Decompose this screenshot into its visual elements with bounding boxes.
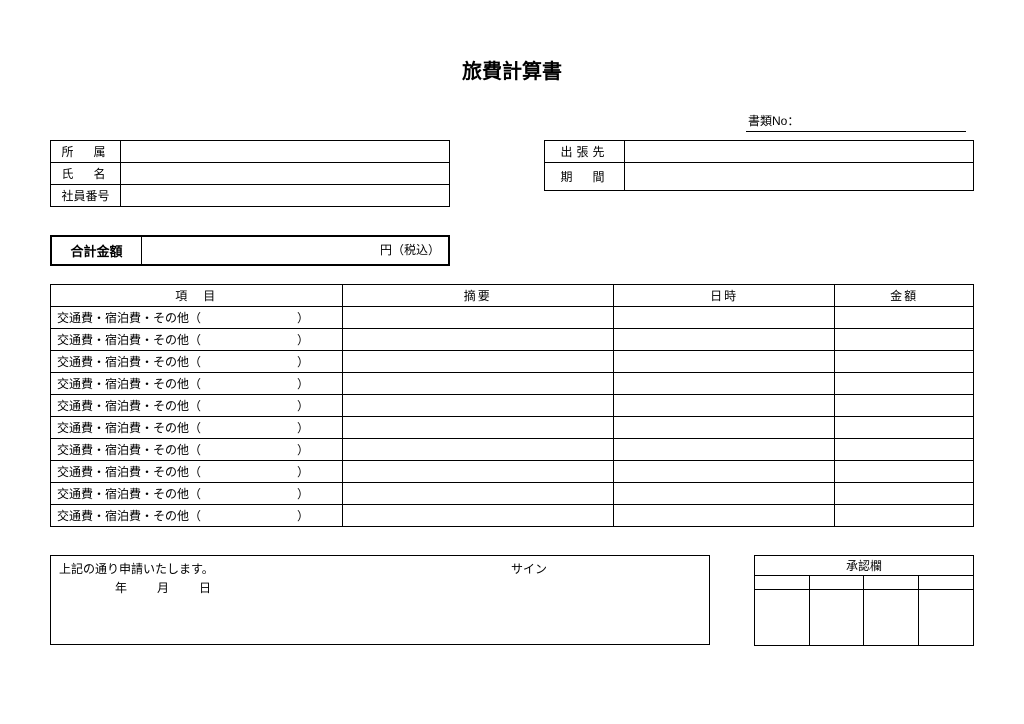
cell-item[interactable]: 交通費・宿泊費・その他（ ） bbox=[51, 417, 343, 439]
cell-desc[interactable] bbox=[342, 373, 613, 395]
cell-amount[interactable] bbox=[835, 461, 974, 483]
cell-date[interactable] bbox=[614, 351, 835, 373]
cell-desc[interactable] bbox=[342, 307, 613, 329]
cell-amount[interactable] bbox=[835, 483, 974, 505]
cell-amount[interactable] bbox=[835, 351, 974, 373]
table-header-row: 項 目 摘要 日時 金額 bbox=[51, 285, 974, 307]
approval-header: 承認欄 bbox=[755, 556, 974, 576]
page: 旅費計算書 書類No： 所 属 氏 名 社員番号 出張先 bbox=[0, 0, 1024, 724]
period-value[interactable] bbox=[624, 163, 973, 191]
header-info-area: 所 属 氏 名 社員番号 出張先 期 間 bbox=[50, 140, 974, 207]
cell-date[interactable] bbox=[614, 417, 835, 439]
approval-title-1[interactable] bbox=[755, 576, 810, 590]
cell-date[interactable] bbox=[614, 373, 835, 395]
total-amount-box: 合計金額 円（税込） bbox=[50, 235, 450, 266]
cell-amount[interactable] bbox=[835, 505, 974, 527]
approval-title-4[interactable] bbox=[919, 576, 974, 590]
cell-amount[interactable] bbox=[835, 373, 974, 395]
dept-label: 所 属 bbox=[51, 141, 121, 163]
table-row: 交通費・宿泊費・その他（ ） bbox=[51, 439, 974, 461]
cell-amount[interactable] bbox=[835, 417, 974, 439]
table-row: 交通費・宿泊費・その他（ ） bbox=[51, 505, 974, 527]
empno-value[interactable] bbox=[120, 185, 449, 207]
table-row: 交通費・宿泊費・その他（ ） bbox=[51, 417, 974, 439]
cell-date[interactable] bbox=[614, 329, 835, 351]
cell-item[interactable]: 交通費・宿泊費・その他（ ） bbox=[51, 483, 343, 505]
cell-amount[interactable] bbox=[835, 395, 974, 417]
applicant-info-table: 所 属 氏 名 社員番号 bbox=[50, 140, 450, 207]
declaration-text: 上記の通り申請いたします。 bbox=[59, 560, 701, 577]
doc-number-field[interactable]: 書類No： bbox=[746, 112, 966, 132]
approval-title-3[interactable] bbox=[864, 576, 919, 590]
expense-detail-table: 項 目 摘要 日時 金額 交通費・宿泊費・その他（ ）交通費・宿泊費・その他（ … bbox=[50, 284, 974, 527]
footer-area: 上記の通り申請いたします。 年 月 日 サイン 承認欄 bbox=[50, 555, 974, 646]
cell-desc[interactable] bbox=[342, 483, 613, 505]
cell-item[interactable]: 交通費・宿泊費・その他（ ） bbox=[51, 461, 343, 483]
cell-item[interactable]: 交通費・宿泊費・その他（ ） bbox=[51, 351, 343, 373]
approval-table: 承認欄 bbox=[754, 555, 974, 646]
cell-desc[interactable] bbox=[342, 351, 613, 373]
cell-date[interactable] bbox=[614, 505, 835, 527]
cell-date[interactable] bbox=[614, 439, 835, 461]
approval-title-row bbox=[755, 576, 974, 590]
document-title: 旅費計算書 bbox=[50, 55, 974, 84]
col-header-item: 項 目 bbox=[51, 285, 343, 307]
cell-desc[interactable] bbox=[342, 439, 613, 461]
name-value[interactable] bbox=[120, 163, 449, 185]
cell-date[interactable] bbox=[614, 395, 835, 417]
sign-date-text[interactable]: 年 月 日 bbox=[59, 579, 701, 596]
total-value-cell[interactable]: 円（税込） bbox=[142, 237, 448, 264]
table-row: 交通費・宿泊費・その他（ ） bbox=[51, 329, 974, 351]
cell-amount[interactable] bbox=[835, 439, 974, 461]
cell-desc[interactable] bbox=[342, 505, 613, 527]
empno-label: 社員番号 bbox=[51, 185, 121, 207]
total-label: 合計金額 bbox=[52, 237, 142, 264]
signature-box: 上記の通り申請いたします。 年 月 日 サイン bbox=[50, 555, 710, 645]
cell-date[interactable] bbox=[614, 307, 835, 329]
table-row: 交通費・宿泊費・その他（ ） bbox=[51, 395, 974, 417]
doc-number-label: 書類No： bbox=[748, 114, 799, 128]
approval-stamp-row bbox=[755, 590, 974, 646]
cell-amount[interactable] bbox=[835, 329, 974, 351]
cell-desc[interactable] bbox=[342, 417, 613, 439]
name-label: 氏 名 bbox=[51, 163, 121, 185]
sign-label: サイン bbox=[511, 560, 547, 577]
approval-title-2[interactable] bbox=[809, 576, 864, 590]
destination-value[interactable] bbox=[624, 141, 973, 163]
cell-desc[interactable] bbox=[342, 329, 613, 351]
table-row: 交通費・宿泊費・その他（ ） bbox=[51, 373, 974, 395]
cell-item[interactable]: 交通費・宿泊費・その他（ ） bbox=[51, 307, 343, 329]
approval-stamp-3[interactable] bbox=[864, 590, 919, 646]
table-row: 交通費・宿泊費・その他（ ） bbox=[51, 461, 974, 483]
period-label: 期 間 bbox=[545, 163, 625, 191]
cell-item[interactable]: 交通費・宿泊費・その他（ ） bbox=[51, 439, 343, 461]
col-header-date: 日時 bbox=[614, 285, 835, 307]
cell-item[interactable]: 交通費・宿泊費・その他（ ） bbox=[51, 395, 343, 417]
cell-desc[interactable] bbox=[342, 461, 613, 483]
cell-desc[interactable] bbox=[342, 395, 613, 417]
total-suffix: 円（税込） bbox=[380, 243, 440, 257]
cell-date[interactable] bbox=[614, 461, 835, 483]
cell-item[interactable]: 交通費・宿泊費・その他（ ） bbox=[51, 505, 343, 527]
cell-item[interactable]: 交通費・宿泊費・その他（ ） bbox=[51, 373, 343, 395]
approval-stamp-1[interactable] bbox=[755, 590, 810, 646]
destination-label: 出張先 bbox=[545, 141, 625, 163]
approval-stamp-2[interactable] bbox=[809, 590, 864, 646]
cell-date[interactable] bbox=[614, 483, 835, 505]
col-header-amount: 金額 bbox=[835, 285, 974, 307]
cell-item[interactable]: 交通費・宿泊費・その他（ ） bbox=[51, 329, 343, 351]
col-header-desc: 摘要 bbox=[342, 285, 613, 307]
table-row: 交通費・宿泊費・その他（ ） bbox=[51, 351, 974, 373]
table-row: 交通費・宿泊費・その他（ ） bbox=[51, 307, 974, 329]
cell-amount[interactable] bbox=[835, 307, 974, 329]
doc-number-row: 書類No： bbox=[50, 112, 974, 132]
approval-stamp-4[interactable] bbox=[919, 590, 974, 646]
dept-value[interactable] bbox=[120, 141, 449, 163]
table-row: 交通費・宿泊費・その他（ ） bbox=[51, 483, 974, 505]
trip-info-table: 出張先 期 間 bbox=[544, 140, 974, 191]
